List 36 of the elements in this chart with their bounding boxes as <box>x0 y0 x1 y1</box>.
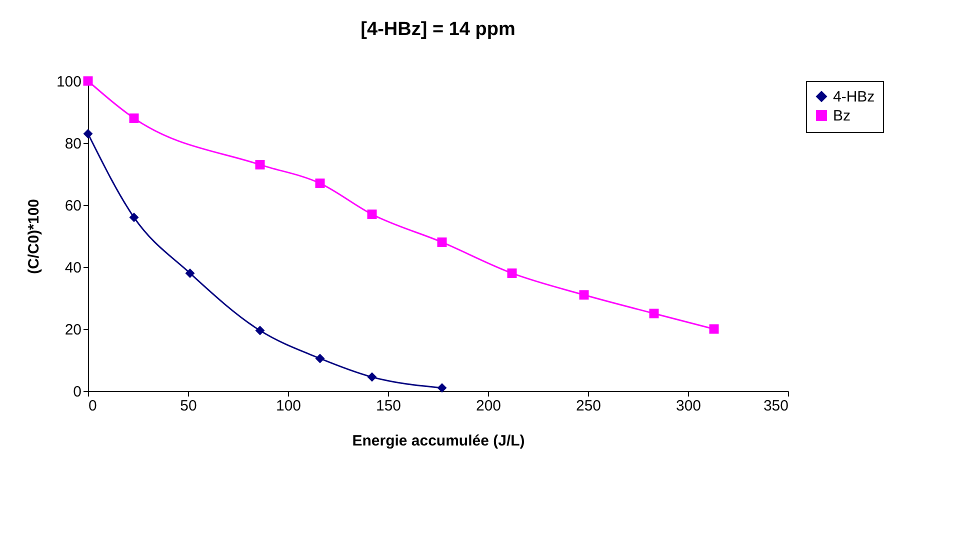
point <box>129 212 139 222</box>
x-tick-label: 250 <box>576 398 602 414</box>
point <box>367 372 377 382</box>
x-tick-label: 150 <box>376 398 402 414</box>
y-tick-label: 60 <box>64 198 82 214</box>
point <box>579 290 589 300</box>
x-axis-title: Energie accumulée (J/L) <box>352 432 525 450</box>
y-tick-label: 100 <box>56 74 82 90</box>
point <box>315 354 325 364</box>
legend-label: 4-HBz <box>833 88 875 106</box>
x-tick-label: 50 <box>180 398 197 414</box>
point <box>437 383 447 393</box>
x-tick-label: 300 <box>676 398 702 414</box>
x-tick-label: 200 <box>476 398 502 414</box>
y-tick-label: 20 <box>64 322 82 338</box>
y-tick-label: 0 <box>73 384 82 400</box>
point <box>185 268 195 278</box>
point <box>315 178 325 188</box>
point <box>507 268 517 278</box>
legend-label: Bz <box>833 108 851 124</box>
point <box>255 160 265 170</box>
x-tick-label: 100 <box>276 398 302 414</box>
point <box>709 324 719 334</box>
point <box>129 113 139 123</box>
chart-title: [4-HBz] = 14 ppm <box>360 19 516 40</box>
point <box>83 76 93 86</box>
y-tick-label: 80 <box>64 136 82 152</box>
point <box>649 308 659 318</box>
point <box>367 210 377 220</box>
y-tick-label: 40 <box>64 260 82 276</box>
x-tick-label: 0 <box>88 398 97 414</box>
y-axis-title: (C/C0)*100 <box>25 198 42 274</box>
point <box>83 128 93 138</box>
point <box>255 326 265 336</box>
point <box>437 237 447 247</box>
x-tick-label: 350 <box>763 398 788 414</box>
